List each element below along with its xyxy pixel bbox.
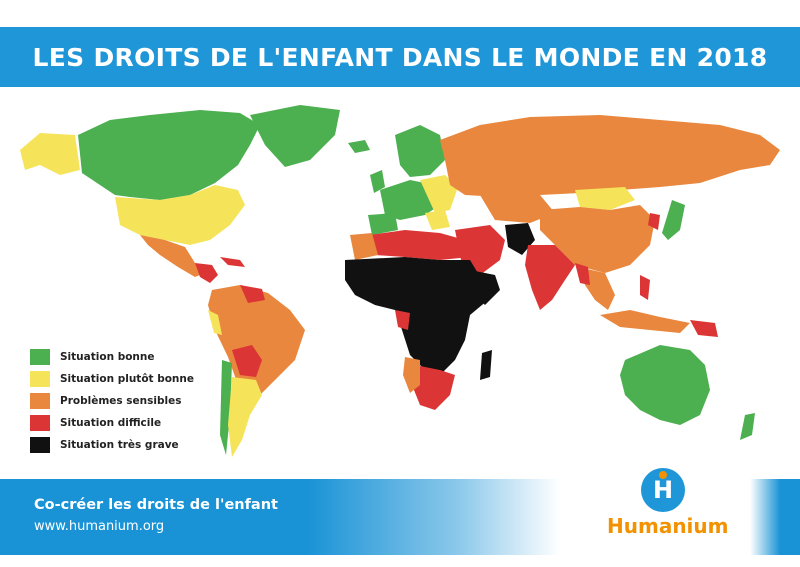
region-india <box>525 245 575 310</box>
region-usa <box>115 185 245 245</box>
region-greenland <box>250 105 340 167</box>
logo-dot-icon <box>659 471 667 479</box>
region-new-zealand <box>740 413 755 440</box>
region-south-america <box>208 285 305 405</box>
region-korea <box>648 213 660 230</box>
region-southern-africa <box>412 365 455 410</box>
region-iberia <box>368 213 398 235</box>
region-australia <box>620 345 710 425</box>
region-kazakhstan <box>480 195 555 223</box>
region-china <box>540 205 655 273</box>
title-bar: LES DROITS DE L'ENFANT DANS LE MONDE EN … <box>0 27 800 87</box>
region-balkans <box>425 210 450 230</box>
region-congo-west <box>395 310 410 330</box>
region-alaska <box>20 133 80 175</box>
region-caribbean <box>220 257 245 267</box>
world-map <box>20 105 780 457</box>
legend-item-problemes: Problèmes sensibles <box>30 390 194 412</box>
region-canada <box>78 110 260 200</box>
region-madagascar <box>480 350 492 380</box>
region-scandinavia <box>395 125 445 177</box>
legend-label: Situation bonne <box>60 351 155 363</box>
region-indonesia <box>600 310 690 333</box>
legend-item-bonne: Situation bonne <box>30 346 194 368</box>
footer-tagline: Co-créer les droits de l'enfant <box>34 497 278 513</box>
legend-label: Situation très grave <box>60 439 179 451</box>
region-namibia <box>403 357 420 393</box>
footer-band <box>0 479 560 555</box>
legend-swatch <box>30 371 50 387</box>
region-morocco <box>350 233 378 260</box>
region-russia <box>440 115 780 197</box>
legend-swatch <box>30 393 50 409</box>
region-north-africa <box>370 230 470 260</box>
region-eastern-europe <box>420 175 458 213</box>
footer-band-right <box>750 479 800 555</box>
region-sub-saharan-africa <box>345 257 488 375</box>
legend-label: Problèmes sensibles <box>60 395 182 407</box>
legend-item-difficile: Situation difficile <box>30 412 194 434</box>
legend-item-tres-grave: Situation très grave <box>30 434 194 456</box>
logo-letter: H <box>652 476 674 504</box>
page-title: LES DROITS DE L'ENFANT DANS LE MONDE EN … <box>32 42 768 72</box>
region-bolivia <box>232 345 262 377</box>
region-myanmar <box>575 263 590 285</box>
footer-website-link[interactable]: www.humanium.org <box>34 519 165 534</box>
region-afghanistan-pakistan <box>505 223 535 255</box>
region-philippines <box>640 275 650 300</box>
region-mongolia <box>575 187 635 210</box>
region-central-america <box>195 263 218 283</box>
region-venezuela <box>240 285 265 303</box>
humanium-logo: H Humanium <box>607 468 728 548</box>
region-argentina <box>228 377 262 457</box>
legend-label: Situation difficile <box>60 417 162 429</box>
region-iceland <box>348 140 370 153</box>
legend-swatch <box>30 349 50 365</box>
legend-item-plutot-bonne: Situation plutôt bonne <box>30 368 194 390</box>
legend-label: Situation plutôt bonne <box>60 373 195 385</box>
region-uk <box>370 170 385 193</box>
region-papua <box>690 320 718 337</box>
region-japan <box>662 200 685 240</box>
legend-swatch <box>30 415 50 431</box>
region-horn-of-africa <box>470 270 500 305</box>
region-mexico <box>140 235 205 277</box>
legend-swatch <box>30 437 50 453</box>
region-chile <box>220 360 232 455</box>
legend: Situation bonne Situation plutôt bonne P… <box>30 346 194 456</box>
logo-name: Humanium <box>607 514 729 538</box>
region-peru <box>208 310 222 335</box>
